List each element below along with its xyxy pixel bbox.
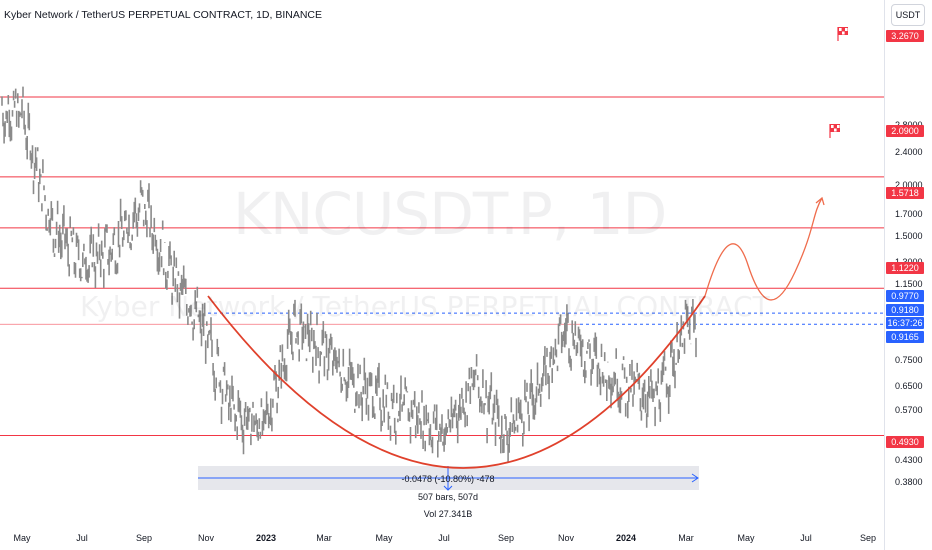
price-tick-label: 2.8000: [895, 120, 923, 130]
time-tick-label: 2023: [255, 533, 277, 543]
chart-title: Kyber Network / TetherUS PERPETUAL CONTR…: [4, 9, 322, 21]
price-tag[interactable]: 16:37:26: [886, 317, 924, 329]
price-tag[interactable]: 0.9180: [886, 304, 924, 316]
time-tick-label: May: [737, 533, 755, 543]
price-tag[interactable]: 0.9165: [886, 331, 924, 343]
price-tick-label: 1.7000: [895, 208, 923, 219]
price-tag[interactable]: 0.4930: [886, 436, 924, 448]
price-axis[interactable]: [884, 0, 932, 550]
price-tag[interactable]: 3.2670: [886, 30, 924, 42]
time-tick-label: 2024: [615, 533, 637, 543]
price-tag[interactable]: 1.1220: [886, 262, 924, 274]
time-tick-label: Nov: [557, 533, 575, 543]
price-tag[interactable]: 2.0900: [886, 125, 924, 137]
price-tick-label: 0.4300: [895, 455, 923, 465]
cup-pattern-curve[interactable]: [207, 295, 706, 469]
price-tag[interactable]: 1.5718: [886, 187, 924, 199]
price-tick-label: 0.3800: [895, 477, 923, 488]
time-tick-label: Sep: [135, 533, 153, 543]
currency-button[interactable]: USDT: [891, 4, 925, 26]
projection-arrowhead: [815, 196, 825, 206]
price-tag[interactable]: 0.9770: [886, 290, 924, 302]
price-tick-label: 0.5700: [895, 404, 923, 415]
measure-arrow-right: [691, 473, 699, 483]
measure-bars-label: 507 bars, 507d: [417, 492, 479, 502]
measure-arrow-down: [443, 485, 453, 491]
time-tick-label: May: [375, 533, 393, 543]
time-tick-label: Jul: [76, 533, 88, 543]
time-tick-label: Mar: [678, 533, 694, 543]
time-tick-label: Jul: [438, 533, 450, 543]
price-tick-label: 2.4000: [895, 147, 923, 158]
time-tick-label: Jul: [800, 533, 812, 543]
price-tick-label: 1.1500: [895, 278, 923, 289]
projection-path[interactable]: [704, 197, 823, 301]
time-tick-label: Sep: [497, 533, 515, 543]
time-tick-label: May: [13, 533, 31, 543]
target-flag-icon[interactable]: [829, 124, 840, 138]
price-tick-label: 0.6500: [895, 381, 923, 392]
price-tick-label: 2.0000: [895, 179, 923, 190]
time-tick-label: Sep: [859, 533, 877, 543]
price-tick-label: 0.7500: [895, 355, 923, 366]
price-candles[interactable]: [1, 86, 697, 463]
time-tick-label: Mar: [316, 533, 332, 543]
target-flag-icon[interactable]: [837, 27, 848, 41]
price-tick-label: 1.5000: [895, 231, 923, 242]
measure-change-label: -0.0478 (-10.80%) -478: [401, 474, 495, 484]
time-tick-label: Nov: [197, 533, 215, 543]
measure-volume-label: Vol 27.341B: [423, 509, 473, 519]
